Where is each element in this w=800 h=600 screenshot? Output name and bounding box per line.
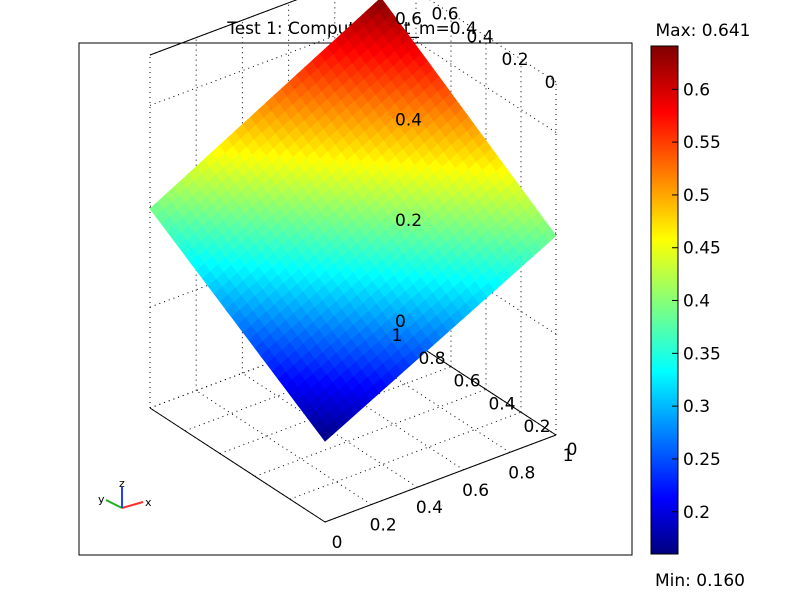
- y-tick-label: 0.4: [488, 394, 515, 414]
- colorbar-min-label: Min: 0.160: [655, 571, 745, 591]
- colorbar-tick-label: 0.45: [683, 239, 721, 259]
- colorbar-tick-label: 0.25: [683, 450, 721, 470]
- y-tick-label-upper: 0.6: [431, 5, 458, 25]
- y-tick-label: 0.2: [523, 417, 550, 437]
- axis-tick-labels: 00.20.40.60.8100.20.40.60.8100.20.40.60.…: [332, 0, 578, 553]
- floor-edge-line: [149, 407, 326, 523]
- colorbar-tick-label: 0.5: [683, 186, 710, 206]
- y-tick-label-upper: 0.2: [501, 50, 528, 70]
- x-tick-label: 0.2: [370, 516, 397, 536]
- triad-y-axis: [105, 499, 123, 509]
- colorbar-tick-label: 0.55: [683, 133, 721, 153]
- y-tick-label: 1: [392, 326, 403, 346]
- z-tick-label: 0.2: [395, 211, 422, 231]
- x-tick-label: 0: [332, 533, 343, 553]
- z-tick-label: 0.6: [395, 9, 422, 29]
- colorbar-tick-label: 0.2: [683, 503, 710, 523]
- y-tick-label-upper: 0.8: [396, 0, 423, 2]
- colorbar-max-label: Max: 0.641: [656, 21, 751, 41]
- colorbar-tick-label: 0.3: [683, 397, 710, 417]
- grid-line-floor: [254, 388, 487, 477]
- x-tick-label: 0.8: [508, 463, 535, 483]
- y-tick-label: 0: [567, 440, 578, 460]
- y-tick-label-upper: 0: [545, 73, 556, 93]
- triad-y-label: y: [98, 493, 105, 506]
- colorbar-tick-label: 0.6: [683, 80, 710, 100]
- x-tick-label: 0.6: [462, 481, 489, 501]
- colorbar-gradient: [650, 45, 679, 555]
- triad-x-axis: [121, 501, 144, 509]
- y-tick-label: 0.6: [453, 372, 480, 392]
- x-tick-label: 0.4: [416, 498, 443, 518]
- back-top-edge-line: [149, 0, 298, 56]
- x-axis-line: [324, 434, 557, 523]
- z-tick-label: 0.4: [395, 110, 422, 130]
- surface-patch: [318, 426, 334, 442]
- grid-line-floor: [219, 366, 452, 455]
- triad-z-label: z: [119, 477, 125, 490]
- axis-triad: x y z: [98, 477, 152, 509]
- triad-x-label: x: [145, 496, 152, 509]
- surface-plot: [149, 0, 557, 442]
- z-tick-label: 0: [395, 312, 406, 332]
- colorbar: Max: 0.641 0.60.550.50.450.40.350.30.250…: [650, 21, 751, 591]
- y-tick-label-upper: 0.4: [466, 27, 493, 47]
- grid-line-floor: [289, 411, 522, 500]
- colorbar-ticks: 0.6 0.55 0.5 0.45 0.4 0.35 0.3 0.25 0.2: [672, 80, 721, 523]
- x-tick-label: 1: [563, 446, 574, 466]
- colorbar-tick-label: 0.35: [683, 344, 721, 364]
- colorbar-tick-label: 0.4: [683, 292, 710, 312]
- y-tick-label: 0.8: [418, 349, 445, 369]
